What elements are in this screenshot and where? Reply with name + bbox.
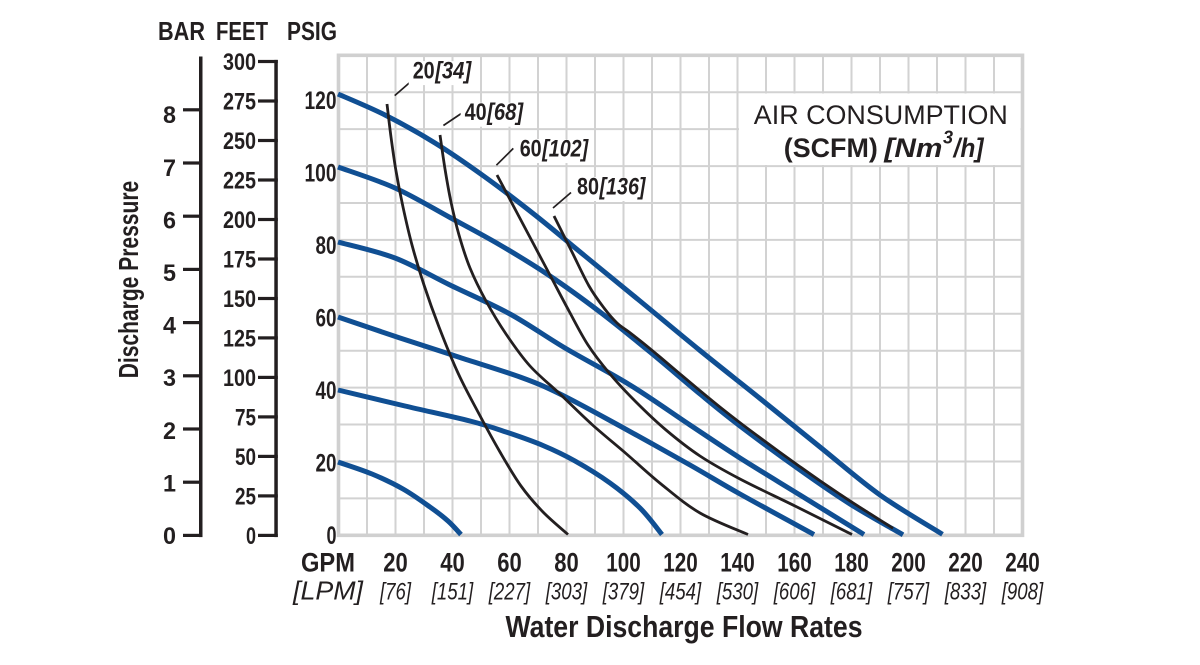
svg-text:/h]: /h] <box>953 133 985 163</box>
svg-text:[227]: [227] <box>488 579 531 606</box>
svg-text:4: 4 <box>163 313 177 340</box>
svg-text:3: 3 <box>163 365 176 392</box>
svg-text:50: 50 <box>235 444 256 471</box>
svg-text:Discharge Pressure: Discharge Pressure <box>113 181 144 379</box>
svg-text:75: 75 <box>235 405 256 432</box>
svg-text:[833]: [833] <box>944 579 987 606</box>
svg-text:[379]: [379] <box>602 579 645 606</box>
svg-text:60: 60 <box>497 548 522 578</box>
svg-text:275: 275 <box>223 89 256 116</box>
svg-text:7: 7 <box>163 155 176 182</box>
svg-text:[454]: [454] <box>659 579 702 606</box>
svg-text:1: 1 <box>163 470 176 497</box>
svg-text:160: 160 <box>777 548 812 578</box>
svg-text:[606]: [606] <box>773 579 816 606</box>
svg-text:BAR: BAR <box>158 18 205 46</box>
svg-text:80: 80 <box>554 548 579 578</box>
svg-text:120: 120 <box>305 87 337 115</box>
svg-text:[34]: [34] <box>434 58 472 85</box>
svg-text:[530]: [530] <box>716 579 759 606</box>
svg-text:250: 250 <box>223 128 256 155</box>
svg-text:40: 40 <box>465 99 487 126</box>
svg-text:300: 300 <box>223 49 256 76</box>
svg-text:100: 100 <box>305 159 337 187</box>
svg-text:(SCFM): (SCFM) <box>784 133 878 163</box>
svg-text:25: 25 <box>235 484 256 511</box>
svg-text:8: 8 <box>163 102 176 129</box>
svg-text:GPM: GPM <box>301 548 355 578</box>
svg-text:180: 180 <box>834 548 869 578</box>
svg-text:120: 120 <box>663 548 698 578</box>
svg-text:PSIG: PSIG <box>287 18 337 46</box>
svg-text:[76]: [76] <box>379 579 412 606</box>
svg-text:175: 175 <box>223 247 256 274</box>
svg-text:240: 240 <box>1005 548 1040 578</box>
svg-text:[LPM]: [LPM] <box>292 576 364 606</box>
svg-text:FEET: FEET <box>216 18 268 46</box>
svg-text:80: 80 <box>316 232 337 260</box>
svg-text:5: 5 <box>163 260 176 287</box>
svg-text:40: 40 <box>316 377 337 405</box>
svg-text:20: 20 <box>413 58 435 85</box>
svg-text:0: 0 <box>246 523 256 550</box>
svg-text:40: 40 <box>440 548 465 578</box>
svg-text:150: 150 <box>223 286 256 313</box>
svg-text:20: 20 <box>383 548 408 578</box>
svg-text:200: 200 <box>223 207 256 234</box>
svg-text:AIR CONSUMPTION: AIR CONSUMPTION <box>754 100 1008 130</box>
svg-text:225: 225 <box>223 168 256 195</box>
svg-text:[Nm: [Nm <box>883 133 942 163</box>
svg-text:[681]: [681] <box>830 579 873 606</box>
svg-text:[303]: [303] <box>545 579 588 606</box>
svg-text:[68]: [68] <box>486 99 524 126</box>
svg-text:80: 80 <box>577 174 599 201</box>
svg-text:[908]: [908] <box>1001 579 1044 606</box>
svg-text:[136]: [136] <box>599 174 647 201</box>
svg-text:125: 125 <box>223 326 256 353</box>
svg-text:100: 100 <box>223 365 256 392</box>
svg-text:[102]: [102] <box>541 136 589 163</box>
svg-text:0: 0 <box>163 523 176 550</box>
svg-text:[151]: [151] <box>431 579 474 606</box>
svg-text:220: 220 <box>948 548 983 578</box>
svg-text:200: 200 <box>891 548 926 578</box>
svg-text:60: 60 <box>520 136 542 163</box>
svg-text:3: 3 <box>943 128 953 148</box>
svg-text:0: 0 <box>327 522 337 550</box>
svg-text:[757]: [757] <box>887 579 930 606</box>
svg-text:20: 20 <box>316 450 337 478</box>
svg-text:6: 6 <box>163 207 176 234</box>
svg-text:100: 100 <box>606 548 641 578</box>
svg-text:Water Discharge Flow Rates: Water Discharge Flow Rates <box>506 609 863 644</box>
svg-text:2: 2 <box>163 418 176 445</box>
svg-text:140: 140 <box>720 548 755 578</box>
svg-text:60: 60 <box>316 305 337 333</box>
